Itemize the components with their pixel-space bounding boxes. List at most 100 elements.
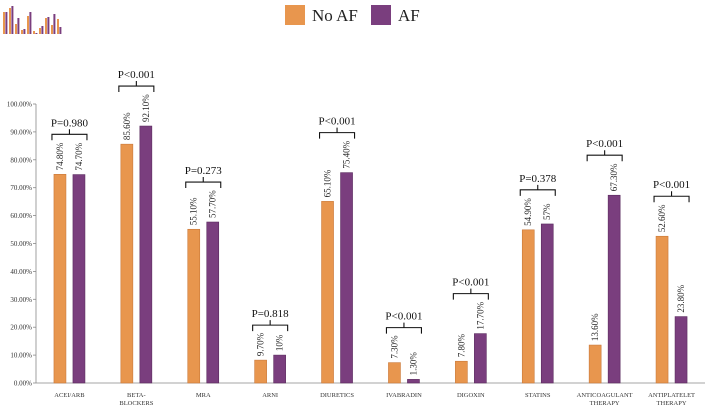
y-tick-label: 10.00% — [10, 352, 32, 360]
p-value-label: P=0.378 — [519, 173, 557, 185]
bar-af-7 — [540, 223, 554, 384]
bar-no-af-1 — [120, 143, 134, 384]
data-label-no-af-8: 13.60% — [590, 313, 600, 341]
p-value-bracket — [452, 288, 489, 300]
p-value-label: P<0.001 — [385, 311, 422, 323]
thumbnail-bar — [3, 12, 5, 34]
p-value-label: P=0.273 — [185, 165, 223, 177]
bar-af-6 — [474, 333, 487, 384]
p-value-label: P<0.001 — [586, 138, 623, 150]
axes: 0.00% 10.00% 20.00% 30.00% 40.00% 50.00% 60.00… — [7, 101, 705, 407]
data-label-no-af-6: 7.80% — [456, 333, 466, 357]
bar-af-2 — [206, 221, 220, 384]
p-value-bracket — [586, 150, 623, 162]
thumbnail-bar — [51, 25, 53, 34]
y-tick-label: 0.00% — [14, 380, 32, 388]
p-value-bracket — [185, 177, 222, 189]
thumbnail-bar — [27, 16, 29, 34]
thumbnail-bar — [9, 8, 11, 34]
y-tick-label: 20.00% — [10, 324, 32, 332]
significance-annotations: P=0.980 P<0.001 P=0.273 P=0.818 P<0.001 P<0.0… — [51, 69, 690, 334]
bar-no-af-5 — [388, 362, 401, 384]
thumbnail-bar — [39, 28, 41, 34]
category-label: ANTIPLATELET — [648, 392, 695, 399]
p-value-bracket — [319, 127, 356, 139]
thumbnail-bar — [53, 14, 56, 34]
bar-af-4 — [340, 172, 353, 384]
p-value-label: P=0.818 — [252, 308, 290, 320]
data-label-af-3: 10% — [275, 334, 285, 351]
thumbnail-bar — [41, 26, 44, 34]
bar-af-3 — [273, 354, 286, 384]
data-label-af-4: 75.40% — [342, 140, 352, 168]
data-label-af-6: 17.70% — [475, 301, 485, 329]
category-label: IVABRADIN — [386, 392, 422, 399]
data-label-af-5: 1.30% — [408, 352, 418, 376]
bar-no-af-6 — [455, 360, 468, 384]
bar-no-af-9 — [655, 235, 669, 384]
category-label: BLOCKERS — [119, 400, 153, 407]
category-label: MRA — [196, 392, 211, 399]
category-label: ARNI — [262, 392, 278, 399]
y-tick-label: 100.00% — [7, 101, 32, 109]
thumbnail-bar — [29, 12, 32, 34]
bar-no-af-0 — [53, 174, 67, 384]
y-tick-label: 90.00% — [10, 128, 32, 136]
p-value-label: P<0.001 — [452, 277, 489, 289]
bar-af-0 — [72, 174, 86, 384]
data-label-no-af-5: 7.30% — [389, 335, 399, 359]
thumbnail-bar — [5, 12, 8, 34]
thumbnail-preview — [3, 6, 62, 34]
bar-no-af-8 — [588, 344, 602, 384]
category-label: THERAPY — [590, 400, 620, 407]
p-value-bracket — [252, 320, 289, 332]
thumbnail-bar — [21, 30, 23, 34]
y-tick-label: 80.00% — [10, 156, 32, 164]
p-value-bracket — [385, 322, 422, 334]
p-value-label: P<0.001 — [118, 69, 155, 81]
p-value-label: P=0.980 — [51, 117, 89, 129]
legend-label-af: AF — [398, 6, 420, 25]
data-label-af-8: 67.30% — [609, 163, 619, 191]
legend-swatch-af — [371, 5, 391, 25]
bars — [53, 125, 688, 384]
data-label-no-af-3: 9.70% — [256, 332, 266, 356]
bar-af-1 — [139, 125, 153, 384]
thumbnail-bar — [35, 33, 38, 34]
p-value-bracket — [653, 191, 690, 203]
y-tick-label: 60.00% — [10, 212, 32, 220]
thumbnail-bar — [57, 19, 59, 34]
thumbnail-bar — [47, 17, 50, 34]
legend-swatch-no-af — [285, 5, 305, 25]
p-value-bracket — [51, 129, 88, 141]
p-value-label: P<0.001 — [653, 179, 690, 191]
thumbnail-bar — [23, 29, 26, 34]
legend-label-no-af: No AF — [312, 6, 358, 25]
data-label-no-af-2: 55.10% — [189, 197, 199, 225]
data-label-no-af-7: 54.90% — [523, 198, 533, 226]
data-label-no-af-4: 65.10% — [323, 169, 333, 197]
data-label-af-0: 74.70% — [74, 142, 84, 170]
bar-af-9 — [674, 316, 688, 384]
category-label: THERAPY — [657, 400, 687, 407]
bar-af-5 — [407, 379, 420, 384]
category-label: BETA- — [127, 392, 146, 399]
bar-no-af-2 — [187, 228, 201, 384]
category-label: DIGOXIN — [457, 392, 485, 399]
data-label-af-2: 57.70% — [208, 190, 218, 218]
data-label-no-af-9: 52.60% — [657, 204, 667, 232]
y-tick-label: 30.00% — [10, 296, 32, 304]
thumbnail-bar — [33, 31, 35, 34]
data-labels: 74.80% 74.70% 85.60% 92.10% 55.10% 57.70% 9.70… — [55, 94, 686, 376]
data-label-af-9: 23.80% — [676, 284, 686, 312]
p-value-label: P<0.001 — [319, 116, 356, 128]
data-label-af-1: 92.10% — [141, 94, 151, 122]
p-value-bracket — [118, 81, 155, 93]
y-tick-label: 40.00% — [10, 268, 32, 276]
category-label: ACEI/ARB — [54, 392, 85, 399]
category-label: ANTICOAGULANT — [577, 392, 633, 399]
y-tick-label: 50.00% — [10, 240, 32, 248]
thumbnail-bar — [15, 24, 17, 34]
thumbnail-bar — [17, 18, 20, 34]
